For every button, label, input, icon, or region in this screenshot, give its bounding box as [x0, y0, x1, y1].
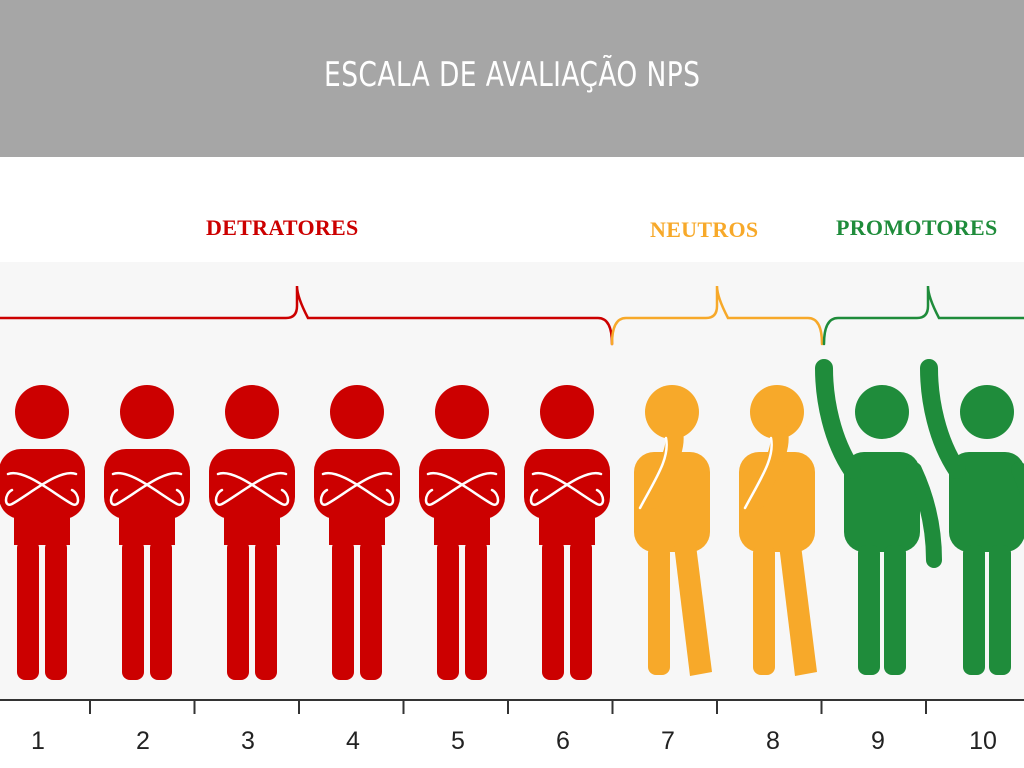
person-figure-5	[419, 385, 505, 680]
scale-number-5: 5	[451, 727, 465, 755]
scale-numbers: 1 2 3 4 5 6 7 8 9 10	[31, 727, 997, 755]
scale-number-8: 8	[766, 727, 780, 755]
scale-number-1: 1	[31, 727, 45, 755]
label-detratores: DETRATORES	[206, 215, 359, 240]
brace-promotores	[822, 285, 1024, 346]
person-figure-9	[815, 359, 942, 675]
person-figure-4	[314, 385, 400, 680]
figures-row	[0, 359, 1024, 680]
person-figure-3	[209, 385, 295, 680]
scale-number-10: 10	[969, 727, 997, 755]
person-figure-2	[104, 385, 190, 680]
person-figure-10	[920, 359, 1024, 675]
person-figure-1	[0, 385, 85, 680]
scale-number-9: 9	[871, 727, 885, 755]
scale-ticks	[89, 700, 927, 714]
label-neutros: NEUTROS	[650, 217, 759, 242]
scale-number-4: 4	[346, 727, 360, 755]
scale-number-6: 6	[556, 727, 570, 755]
person-figure-8	[739, 385, 817, 676]
brace-neutros	[610, 285, 824, 346]
brace-detratores	[0, 285, 614, 346]
label-promotores: PROMOTORES	[836, 215, 998, 240]
person-figure-6	[524, 385, 610, 680]
scale-number-7: 7	[661, 727, 675, 755]
scale-number-2: 2	[136, 727, 150, 755]
person-figure-7	[634, 385, 712, 676]
header-banner: ESCALA DE AVALIAÇÃO NPS	[0, 0, 1024, 157]
page-title: ESCALA DE AVALIAÇÃO NPS	[323, 54, 701, 95]
scale-number-3: 3	[241, 727, 255, 755]
